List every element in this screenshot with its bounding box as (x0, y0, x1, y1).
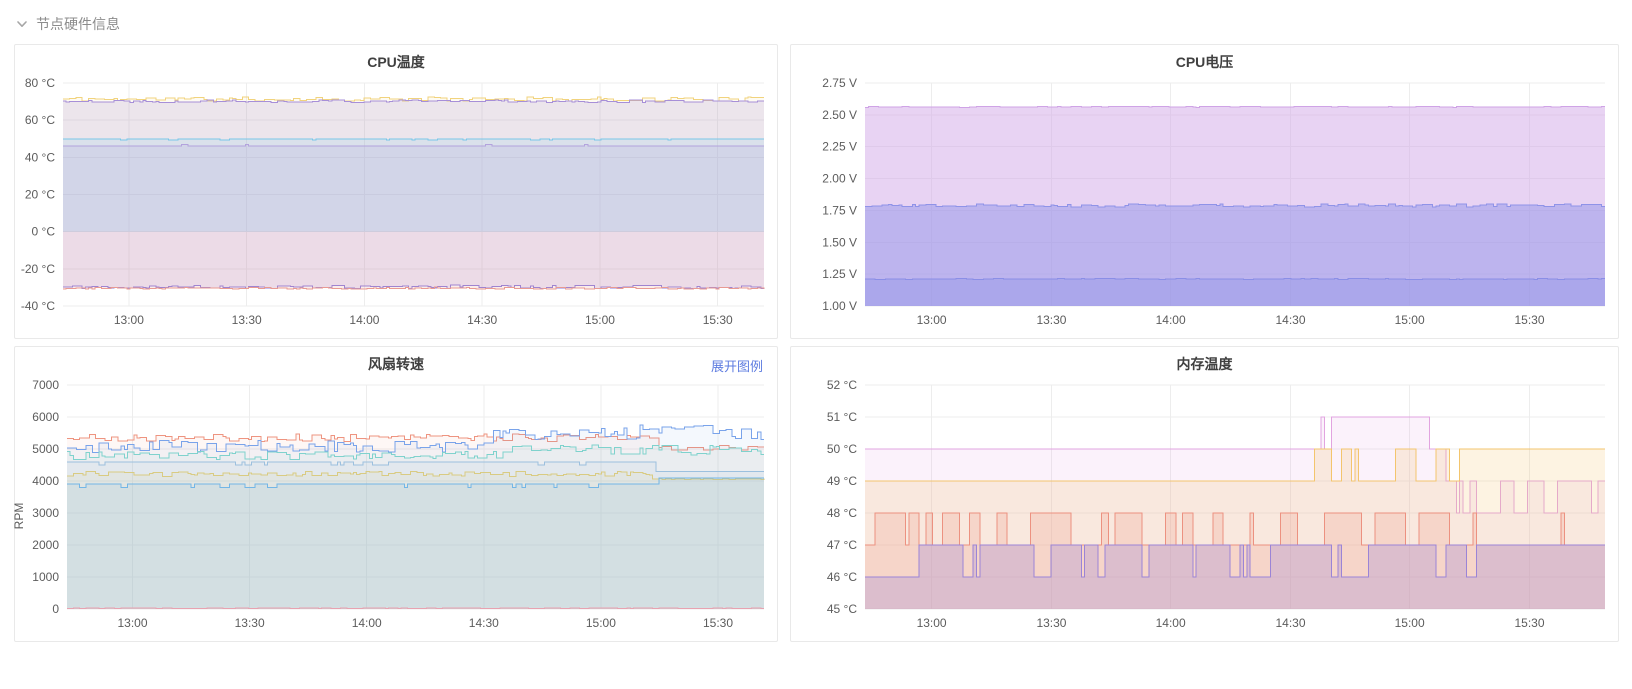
svg-text:1000: 1000 (32, 570, 59, 584)
svg-text:14:30: 14:30 (1275, 313, 1305, 327)
svg-text:13:00: 13:00 (118, 616, 148, 630)
svg-text:2.25 V: 2.25 V (822, 140, 857, 154)
panel-memory-temperature: 内存温度 52 °C 51 °C 50 °C 49 °C 48 °C 47 °C 46 °C… (790, 346, 1619, 642)
svg-text:48 °C: 48 °C (827, 506, 857, 520)
svg-text:49 °C: 49 °C (827, 474, 857, 488)
svg-text:1.25 V: 1.25 V (822, 267, 857, 281)
svg-text:3000: 3000 (32, 506, 59, 520)
svg-text:13:30: 13:30 (1036, 313, 1066, 327)
svg-text:14:30: 14:30 (1275, 616, 1305, 630)
svg-text:7000: 7000 (32, 379, 59, 392)
svg-text:47 °C: 47 °C (827, 538, 857, 552)
panel-cpu-voltage: CPU电压 2.75 V 2.50 V 2.25 V 2.00 V 1.75 V 1.50… (790, 44, 1619, 339)
svg-text:15:30: 15:30 (1515, 616, 1545, 630)
cpu-voltage-title: CPU电压 (1175, 54, 1234, 70)
svg-text:2.50 V: 2.50 V (822, 108, 857, 122)
svg-text:13:00: 13:00 (917, 313, 947, 327)
fan-speed-title: 风扇转速 (368, 356, 424, 372)
svg-text:15:30: 15:30 (703, 616, 733, 630)
svg-text:14:00: 14:00 (1156, 313, 1186, 327)
svg-text:15:00: 15:00 (1395, 616, 1425, 630)
svg-text:2000: 2000 (32, 538, 59, 552)
expand-legend-link[interactable]: 展开图例 (710, 359, 763, 374)
svg-text:13:30: 13:30 (232, 313, 262, 327)
svg-text:13:00: 13:00 (114, 313, 144, 327)
fan-yaxis-label: RPM (12, 502, 26, 530)
svg-text:2.00 V: 2.00 V (822, 172, 857, 186)
svg-text:14:00: 14:00 (1156, 616, 1186, 630)
svg-text:2.75 V: 2.75 V (822, 77, 857, 90)
svg-text:1.50 V: 1.50 V (822, 235, 857, 249)
svg-text:5000: 5000 (32, 442, 59, 456)
svg-text:13:30: 13:30 (1036, 616, 1066, 630)
fan-speed-chart[interactable]: 7000 6000 5000 4000 3000 2000 1000 0 13:00 13:30 1… (15, 379, 777, 639)
svg-text:60 °C: 60 °C (25, 113, 55, 127)
memory-temperature-title: 内存温度 (1176, 356, 1233, 372)
svg-text:1.00 V: 1.00 V (822, 299, 857, 313)
svg-text:50 °C: 50 °C (827, 442, 857, 456)
chevron-down-icon (16, 18, 28, 30)
svg-text:15:30: 15:30 (1515, 313, 1545, 327)
svg-text:0 °C: 0 °C (32, 225, 56, 239)
svg-text:1.75 V: 1.75 V (822, 203, 857, 217)
memory-temperature-chart[interactable]: 52 °C 51 °C 50 °C 49 °C 48 °C 47 °C 46 °C 45 °C… (791, 379, 1618, 639)
svg-text:15:00: 15:00 (1395, 313, 1425, 327)
cpu-temperature-title: CPU温度 (367, 54, 425, 70)
svg-text:14:30: 14:30 (467, 313, 497, 327)
svg-text:15:30: 15:30 (703, 313, 733, 327)
svg-text:14:00: 14:00 (352, 616, 382, 630)
panel-cpu-temperature: CPU温度 80 °C 60 °C 40 °C 20 °C 0 °C -20 °C -40 … (14, 44, 778, 339)
cpu-voltage-chart[interactable]: 2.75 V 2.50 V 2.25 V 2.00 V 1.75 V 1.50 V 1.25… (791, 77, 1618, 336)
section-title: 节点硬件信息 (36, 16, 120, 32)
svg-text:4000: 4000 (32, 474, 59, 488)
section-toggle[interactable]: 节点硬件信息 (16, 14, 120, 34)
svg-text:0: 0 (52, 602, 59, 616)
svg-text:13:00: 13:00 (917, 616, 947, 630)
svg-text:45 °C: 45 °C (827, 602, 857, 616)
svg-text:20 °C: 20 °C (25, 188, 55, 202)
svg-text:14:00: 14:00 (349, 313, 379, 327)
svg-text:-40 °C: -40 °C (21, 299, 55, 313)
svg-text:46 °C: 46 °C (827, 570, 857, 584)
panel-fan-speed: 风扇转速 展开图例 RPM 7000 6000 5000 4000 3000 2000 10… (12, 346, 778, 642)
svg-text:40 °C: 40 °C (25, 150, 55, 164)
svg-text:-20 °C: -20 °C (21, 262, 55, 276)
svg-text:13:30: 13:30 (235, 616, 265, 630)
svg-text:52 °C: 52 °C (827, 379, 857, 392)
svg-text:15:00: 15:00 (586, 616, 616, 630)
svg-text:15:00: 15:00 (585, 313, 615, 327)
svg-text:6000: 6000 (32, 410, 59, 424)
svg-text:51 °C: 51 °C (827, 410, 857, 424)
svg-text:14:30: 14:30 (469, 616, 499, 630)
svg-text:80 °C: 80 °C (25, 77, 55, 90)
cpu-temperature-chart[interactable]: 80 °C 60 °C 40 °C 20 °C 0 °C -20 °C -40 °C 13:0… (15, 77, 777, 336)
